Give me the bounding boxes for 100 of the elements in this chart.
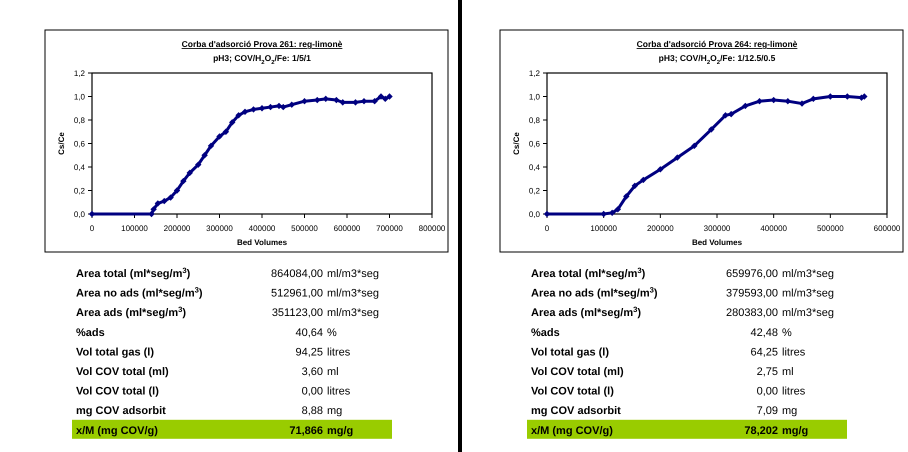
text: 3,60 <box>302 366 323 378</box>
text: %ads <box>531 326 560 339</box>
point <box>378 93 384 100</box>
text: litres <box>782 386 806 398</box>
x-tick-label: 0 <box>544 224 550 233</box>
point <box>728 110 734 118</box>
point <box>708 126 715 133</box>
text: Area total (ml*seg/m$^{3}$) <box>76 266 191 280</box>
text: 71,866 <box>289 424 323 437</box>
text: ml/m3*seg <box>782 268 834 280</box>
y-axis-title: Cs/Ce <box>57 132 66 155</box>
x-tick-label: 300000 <box>704 224 731 233</box>
point <box>640 176 647 184</box>
text: 0,00 <box>302 386 323 398</box>
y-tick-label: 0,8 <box>74 116 86 125</box>
text: Vol COV total (ml) <box>531 366 624 378</box>
text: 659976,00 <box>726 268 778 280</box>
point <box>208 142 214 150</box>
text: ml/m3*seg <box>327 307 379 320</box>
y-tick-label: 0,2 <box>528 186 541 196</box>
text: Area no ads (ml*seg/m$^{3}$) <box>531 285 658 300</box>
point <box>288 102 295 108</box>
text: ml/m3*seg <box>327 288 379 300</box>
text: x/M (mg COV/g) <box>531 424 614 437</box>
y-tick-label: 1,0 <box>74 92 86 102</box>
x-tick-label: 200000 <box>646 224 674 233</box>
text: litres <box>327 386 351 398</box>
point <box>186 170 193 176</box>
point <box>382 96 388 102</box>
text: mg COV adsorbit <box>76 405 166 418</box>
point <box>322 96 329 102</box>
text: ml/m3*seg <box>782 288 834 300</box>
point <box>623 193 630 200</box>
y-tick-label: 0,6 <box>74 140 86 148</box>
text: 280383,00 <box>726 307 778 320</box>
point <box>154 200 162 207</box>
text: mg <box>327 405 342 418</box>
text: 0,00 <box>756 386 778 398</box>
point <box>161 198 168 204</box>
text: mg/g <box>782 424 808 437</box>
y-tick-label: 1,2 <box>528 69 541 78</box>
point <box>174 187 180 194</box>
text: Vol total gas (l) <box>76 346 154 358</box>
chart-subtitle: pH3; COV/H$_{2}$O$_{2}$/Fe: 1/5/1 <box>213 53 312 66</box>
y-tick-label: 0,6 <box>528 140 541 148</box>
point <box>861 93 868 100</box>
text: litres <box>327 346 351 358</box>
chart-subtitle: pH3; COV/H$_{2}$O$_{2}$/Fe: 1/12.5/0.5 <box>658 53 776 66</box>
x-tick-label: 200000 <box>164 224 191 233</box>
y-tick-label: 0,4 <box>528 163 541 172</box>
point <box>386 93 393 100</box>
point <box>216 133 223 140</box>
point <box>276 102 282 110</box>
x-tick-label: 500000 <box>816 224 844 233</box>
text: 379593,00 <box>726 288 778 300</box>
text: Vol COV total (l) <box>531 386 614 398</box>
x-tick-label: 400000 <box>248 224 276 233</box>
text: 94,25 <box>295 346 323 358</box>
x-tick-label: 300000 <box>206 224 234 233</box>
y-tick-label: 0,0 <box>74 210 86 219</box>
point <box>614 206 622 212</box>
y-tick-label: 0,4 <box>74 163 86 172</box>
x-tick-label: 100000 <box>121 224 148 233</box>
text: 42,48 <box>750 326 778 339</box>
point <box>742 102 749 110</box>
x-tick-label: 0 <box>90 224 95 233</box>
text: ml/m3*seg <box>782 307 834 320</box>
x-tick-label: 800000 <box>418 224 446 233</box>
y-tick-label: 0,0 <box>528 210 541 219</box>
point <box>657 166 664 173</box>
point <box>235 112 242 118</box>
x-tick-label: 500000 <box>291 224 318 233</box>
text: mg/g <box>327 424 354 437</box>
x-tick-label: 600000 <box>874 224 901 233</box>
x-tick-label: 100000 <box>590 224 618 233</box>
point <box>674 154 681 161</box>
x-axis-title: Bed Volumes <box>236 238 288 247</box>
point <box>150 206 157 212</box>
text: Area ads (ml*seg/m$^{3}$) <box>76 304 186 320</box>
point <box>608 210 616 216</box>
point <box>229 119 236 126</box>
y-tick-label: 1,0 <box>528 92 541 102</box>
text: mg <box>782 405 798 418</box>
text: ml <box>327 366 339 378</box>
point <box>222 128 230 135</box>
text: 40,64 <box>295 326 323 339</box>
point <box>280 104 286 110</box>
text: 2,75 <box>756 366 778 378</box>
text: Area total (ml*seg/m$^{3}$) <box>531 266 646 280</box>
text: Vol COV total (l) <box>76 386 160 398</box>
chart-title: Corba d'adsorció Prova 261: reg-limonè <box>182 39 343 49</box>
text: x/M (mg COV/g) <box>76 424 158 437</box>
text: 351123,00 <box>272 307 323 320</box>
x-tick-label: 600000 <box>334 224 361 233</box>
y-tick-label: 1,2 <box>74 69 86 78</box>
text: % <box>782 326 792 339</box>
text: Area ads (ml*seg/m$^{3}$) <box>531 304 642 320</box>
point <box>340 99 346 106</box>
text: 64,25 <box>750 346 778 358</box>
chart-title: Corba d'adsorció Prova 264: reg-limonè <box>636 39 798 49</box>
